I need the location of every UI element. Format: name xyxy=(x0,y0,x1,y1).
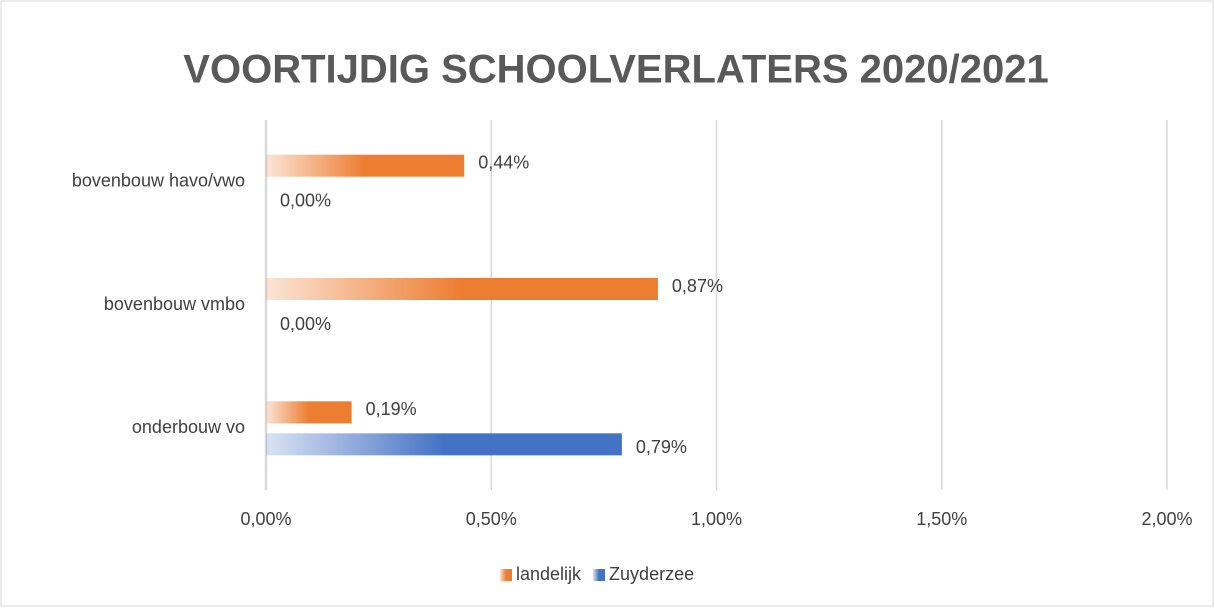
value-label: 0,87% xyxy=(672,276,723,296)
x-tick-label: 1,50% xyxy=(916,509,967,529)
value-label: 0,44% xyxy=(478,152,529,172)
value-label: 0,00% xyxy=(280,190,331,210)
legend-swatch xyxy=(500,569,512,581)
value-label: 0,19% xyxy=(366,399,417,419)
x-tick-label: 0,00% xyxy=(240,509,291,529)
value-label: 0,79% xyxy=(636,437,687,457)
legend-swatch xyxy=(593,569,606,581)
y-tick-label: onderbouw vo xyxy=(132,417,245,437)
legend-label: Zuyderzee xyxy=(609,564,694,584)
chart-title: VOORTIJDIG SCHOOLVERLATERS 2020/2021 xyxy=(183,48,1048,92)
x-tick-label: 1,00% xyxy=(691,509,742,529)
bar xyxy=(266,401,352,424)
x-tick-label: 2,00% xyxy=(1141,509,1192,529)
bar xyxy=(266,278,658,300)
y-tick-label: bovenbouw vmbo xyxy=(104,294,245,314)
value-label: 0,00% xyxy=(280,314,331,334)
x-tick-label: 0,50% xyxy=(466,509,517,529)
bar xyxy=(266,433,622,456)
legend-label: landelijk xyxy=(516,564,582,584)
bar xyxy=(266,154,465,177)
y-tick-label: bovenbouw havo/vwo xyxy=(72,170,245,190)
